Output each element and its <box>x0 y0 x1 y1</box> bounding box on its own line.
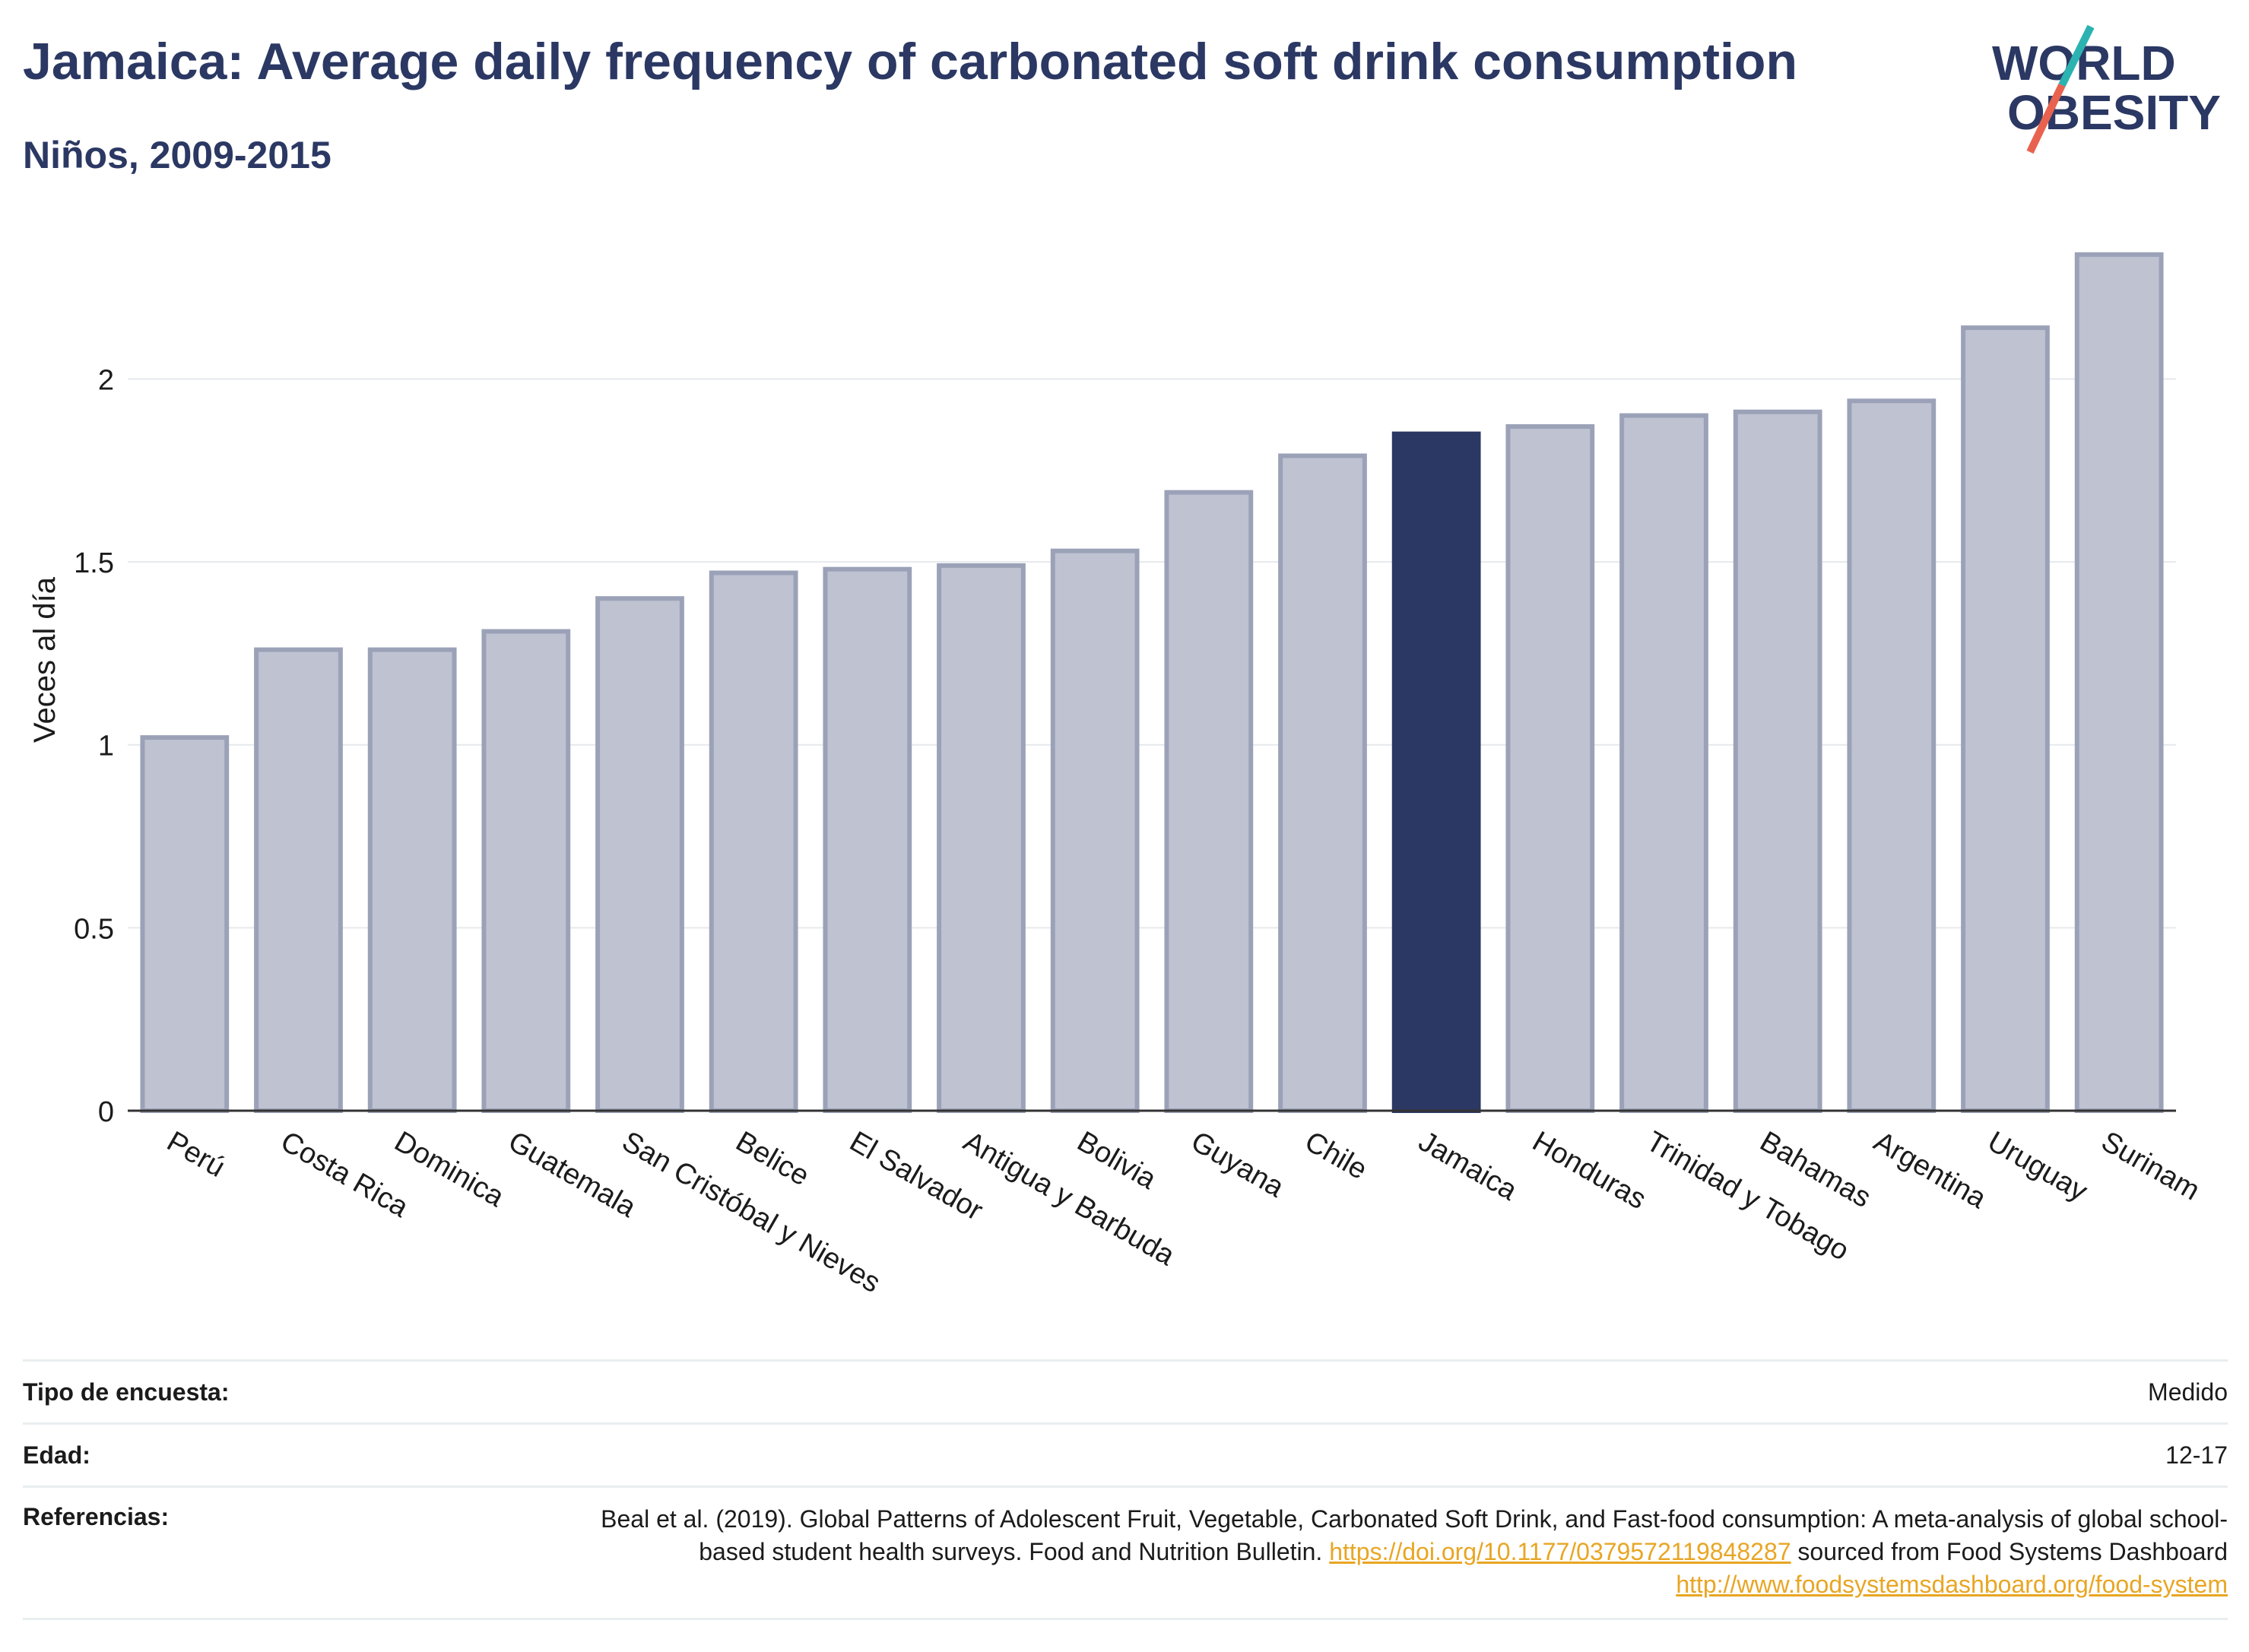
footer-row-references: Referencias: Beal et al. (2019). Global … <box>23 1486 2228 1620</box>
x-tick-label: Argentina <box>1868 1125 1992 1215</box>
bar-san-crist-bal-y-nieves <box>595 596 684 1113</box>
bar-argentina <box>1847 398 1937 1113</box>
bar-belice <box>709 570 798 1113</box>
x-tick-label: Honduras <box>1527 1125 1651 1216</box>
bar-guatemala <box>481 629 571 1113</box>
footer-references-text: Beal et al. (2019). Global Patterns of A… <box>555 1503 2228 1601</box>
grid-lines <box>128 378 2176 929</box>
footer-label-age: Edad: <box>23 1441 90 1469</box>
bar-trinidad-y-tobago <box>1619 413 1708 1113</box>
x-tick-label: Surinam <box>2096 1125 2206 1206</box>
bar-chile <box>1278 453 1367 1113</box>
food-systems-link[interactable]: http://www.foodsystemsdashboard.org/food… <box>1676 1571 2228 1598</box>
bar-el-salvador <box>823 566 912 1113</box>
footer-value-survey-type: Medido <box>2148 1378 2228 1406</box>
chart-subtitle: Niños, 2009-2015 <box>23 134 331 176</box>
bar-per- <box>140 735 230 1114</box>
x-tick-label: Antigua y Barbuda <box>958 1125 1181 1272</box>
x-tick-label: Bolivia <box>1072 1125 1163 1196</box>
bar-antigua-y-barbuda <box>937 563 1026 1113</box>
bar-guyana <box>1164 490 1254 1113</box>
bar-bolivia <box>1050 548 1140 1113</box>
footer-row-survey-type: Tipo de encuesta: Medido <box>23 1359 2228 1422</box>
y-axis-label: Veces al día <box>28 576 62 743</box>
bar-honduras <box>1505 424 1595 1113</box>
doi-link[interactable]: https://doi.org/10.1177/0379572119848287 <box>1329 1538 1791 1565</box>
x-tick-label: Guatemala <box>503 1125 642 1224</box>
chart-footer: Tipo de encuesta: Medido Edad: 12-17 Ref… <box>23 1359 2228 1620</box>
y-tick-label: 0 <box>98 1096 114 1128</box>
bar-jamaica <box>1391 431 1481 1113</box>
bar-bahamas <box>1733 409 1822 1113</box>
logo-slash-teal <box>2058 24 2095 87</box>
x-tick-label: Trinidad y Tobago <box>1641 1125 1854 1267</box>
y-tick-label: 0.5 <box>74 913 114 945</box>
reference-source: sourced from Food Systems Dashboard <box>1791 1538 2228 1565</box>
footer-label-survey-type: Tipo de encuesta: <box>23 1378 230 1406</box>
x-tick-label: Chile <box>1299 1125 1372 1186</box>
footer-row-age: Edad: 12-17 <box>23 1422 2228 1486</box>
bar-dominica <box>367 647 457 1113</box>
y-tick-label: 1.5 <box>74 547 114 579</box>
bar-uruguay <box>1961 325 2050 1113</box>
x-tick-label: Guyana <box>1185 1125 1289 1203</box>
reference-citation: Beal et al. (2019). Global Patterns of A… <box>601 1505 2228 1565</box>
y-tick-label: 2 <box>98 364 114 396</box>
footer-value-age: 12-17 <box>2165 1441 2228 1469</box>
x-tick-label: Uruguay <box>1982 1125 2092 1207</box>
bar-costa-rica <box>254 647 343 1113</box>
world-obesity-logo: WORLD OBESITY <box>1992 24 2221 154</box>
logo-slash-red <box>2026 83 2066 154</box>
x-tick-label: Belice <box>731 1125 815 1192</box>
footer-label-references: Referencias: <box>23 1503 170 1530</box>
x-tick-label: Costa Rica <box>275 1125 414 1224</box>
x-tick-label: Jamaica <box>1413 1125 1523 1207</box>
bar-surinam <box>2074 252 2164 1114</box>
chart-title: Jamaica: Average daily frequency of carb… <box>23 33 1797 90</box>
bars <box>140 252 2164 1114</box>
y-tick-label: 1 <box>98 731 114 763</box>
x-tick-label: Perú <box>161 1125 230 1184</box>
